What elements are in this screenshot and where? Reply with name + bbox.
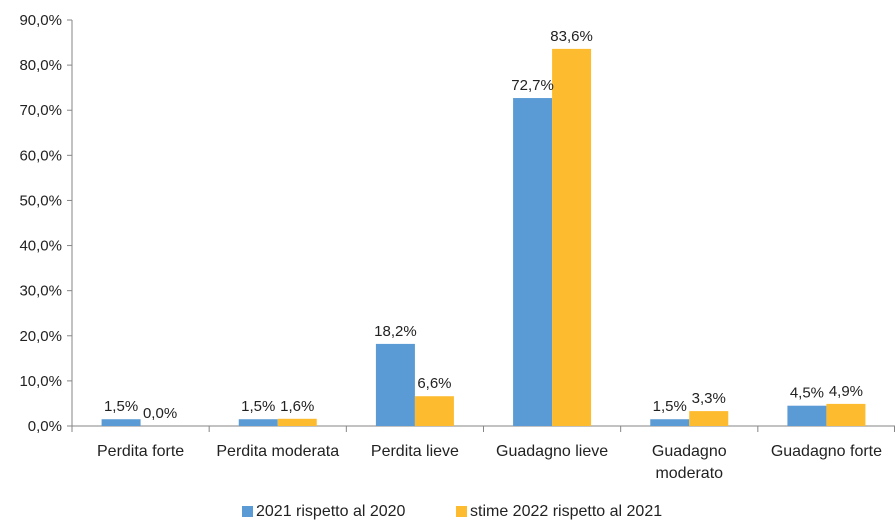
data-label-series-2: 6,6% <box>417 375 451 392</box>
bar-series-2 <box>689 411 729 426</box>
bar-series-1 <box>650 419 690 426</box>
y-tick-label: 40,0% <box>19 238 62 255</box>
bar-series-1 <box>513 98 553 426</box>
y-tick-label: 80,0% <box>19 57 62 74</box>
data-label-series-1: 72,7% <box>511 77 554 94</box>
data-label-series-2: 1,6% <box>280 398 314 415</box>
y-axis: 0,0% 10,0% 20,0% 30,0% 40,0% 50,0% 60,0% 70,0% 8… <box>19 12 73 435</box>
legend-swatch-series-2 <box>456 506 467 517</box>
y-tick-label: 10,0% <box>19 373 62 390</box>
y-tick-label: 60,0% <box>19 147 62 164</box>
x-category-label: Guadagno lieve <box>496 443 608 460</box>
bar-series-2 <box>277 418 317 426</box>
x-category-label: Guadagno forte <box>771 443 882 460</box>
bar-series-2 <box>414 396 454 426</box>
x-axis: Perdita forte Perdita moderata Perdita lie… <box>71 425 895 482</box>
legend-label-series-2: stime 2022 rispetto al 2021 <box>470 503 662 520</box>
data-label-series-1: 4,5% <box>790 385 824 402</box>
data-label-series-2: 4,9% <box>829 383 863 400</box>
y-tick-label: 30,0% <box>19 283 62 300</box>
data-label-series-1: 1,5% <box>104 398 138 415</box>
bar-series-1 <box>238 419 278 426</box>
x-category-label-line: moderato <box>655 465 723 482</box>
data-labels: 1,5% 0,0% 1,5% 1,6% 18,2% 6,6% 72,7% 83,6% 1,5% 3… <box>104 28 863 422</box>
bar-series-1 <box>787 405 827 426</box>
y-tick-label: 90,0% <box>19 12 62 29</box>
data-label-series-1: 18,2% <box>374 323 417 340</box>
legend: 2021 rispetto al 2020 stime 2022 rispetto… <box>242 503 662 520</box>
x-category-label: Guadagno moderato <box>652 443 727 482</box>
data-label-series-2: 83,6% <box>550 28 593 45</box>
legend-swatch-series-1 <box>242 506 253 517</box>
x-category-label-line: Guadagno lieve <box>496 443 608 460</box>
bar-series-1 <box>101 419 141 426</box>
bar-series-2 <box>826 403 866 426</box>
x-category-label-line: Guadagno forte <box>771 443 882 460</box>
x-category-label-line: Perdita lieve <box>371 443 459 460</box>
y-tick-label: 50,0% <box>19 192 62 209</box>
bar-series-1 <box>375 343 415 426</box>
x-category-label: Perdita moderata <box>216 443 339 460</box>
bars <box>101 48 866 426</box>
y-tick-label: 0,0% <box>28 418 62 435</box>
data-label-series-2: 3,3% <box>692 390 726 407</box>
bar-series-2 <box>552 48 592 426</box>
data-label-series-2: 0,0% <box>143 405 177 422</box>
x-category-label-line: Perdita forte <box>97 443 184 460</box>
y-tick-label: 20,0% <box>19 328 62 345</box>
y-tick-label: 70,0% <box>19 102 62 119</box>
x-category-label-line: Guadagno <box>652 443 727 460</box>
data-label-series-1: 1,5% <box>241 398 275 415</box>
legend-label-series-1: 2021 rispetto al 2020 <box>256 503 406 520</box>
x-category-label-line: Perdita moderata <box>216 443 339 460</box>
x-category-label: Perdita lieve <box>371 443 459 460</box>
data-label-series-1: 1,5% <box>653 398 687 415</box>
x-category-label: Perdita forte <box>97 443 184 460</box>
